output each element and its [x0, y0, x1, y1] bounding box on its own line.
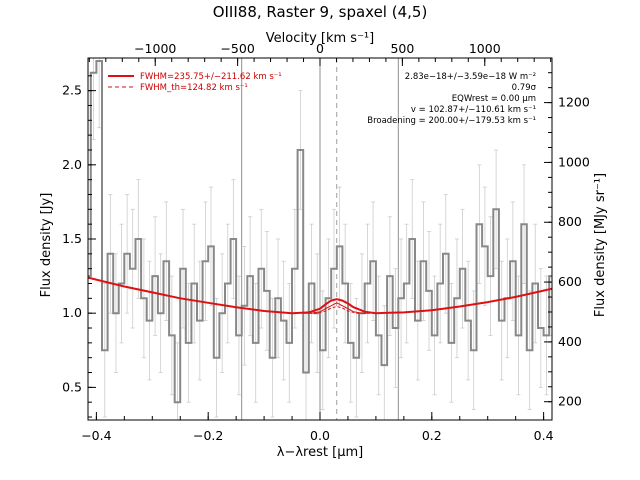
- fit-curve-3: [308, 305, 365, 314]
- top-tick-label: −500: [220, 41, 254, 56]
- annotation-flux: 2.83e−18+/−3.59e−18 W m⁻²: [405, 72, 536, 82]
- top-axis-label: Velocity [km s⁻¹]: [266, 31, 374, 46]
- top-tick-label: −1000: [134, 41, 176, 56]
- y-tick-label: 0.5: [62, 379, 82, 394]
- fit-annotations: 2.83e−18+/−3.59e−18 W m⁻² 0.79σ EQWrest …: [367, 72, 536, 126]
- plot-area: [88, 58, 552, 420]
- x-tick-label: −0.4: [81, 428, 111, 443]
- plot-clip-group: [88, 58, 552, 420]
- right-axis-label: Flux density [MJy sr⁻¹]: [593, 173, 608, 317]
- right-tick-label: 400: [558, 334, 582, 349]
- y-tick-label: 2.5: [62, 83, 82, 98]
- right-tick-label: 200: [558, 394, 582, 409]
- annotation-velocity: v = 102.87+/−110.61 km s⁻¹: [411, 105, 536, 115]
- right-tick-label: 1200: [558, 95, 590, 110]
- annotation-broadening: Broadening = 200.00+/−179.53 km s⁻¹: [367, 116, 536, 126]
- chart-title: OIII88, Raster 9, spaxel (4,5): [213, 3, 428, 21]
- legend-entry-fwhm-th: FWHM_th=124.82 km s⁻¹: [140, 83, 248, 93]
- y-axis-label: Flux density [Jy]: [39, 193, 54, 298]
- annotation-eqw: EQWrest = 0.00 μm: [452, 94, 536, 104]
- fit-curve-1: [88, 276, 552, 315]
- x-tick-label: 0.2: [422, 428, 442, 443]
- x-tick-label: 0.0: [310, 428, 330, 443]
- legend: FWHM=235.75+/−211.62 km s⁻¹ FWHM_th=124.…: [108, 72, 282, 93]
- legend-entry-fwhm: FWHM=235.75+/−211.62 km s⁻¹: [140, 72, 282, 82]
- right-tick-label: 600: [558, 274, 582, 289]
- right-tick-label: 1000: [558, 154, 590, 169]
- y-tick-label: 1.5: [62, 231, 82, 246]
- annotation-sigma: 0.79σ: [512, 83, 537, 93]
- x-tick-label: −0.2: [193, 428, 223, 443]
- spectrum-steps: [88, 60, 552, 404]
- top-tick-label: 500: [390, 41, 414, 56]
- top-tick-label: 1000: [469, 41, 501, 56]
- axes-ticks: −0.4 −0.2 0.0 0.2 0.4 0.5 1.0 1.5 2.0 2.5 −1000 −50…: [62, 41, 590, 443]
- top-tick-label: 0: [316, 41, 324, 56]
- y-tick-label: 1.0: [62, 305, 82, 320]
- right-tick-label: 800: [558, 214, 582, 229]
- x-axis-label: λ−λrest [μm]: [277, 445, 363, 460]
- x-tick-label: 0.4: [534, 428, 554, 443]
- y-tick-label: 2.0: [62, 157, 82, 172]
